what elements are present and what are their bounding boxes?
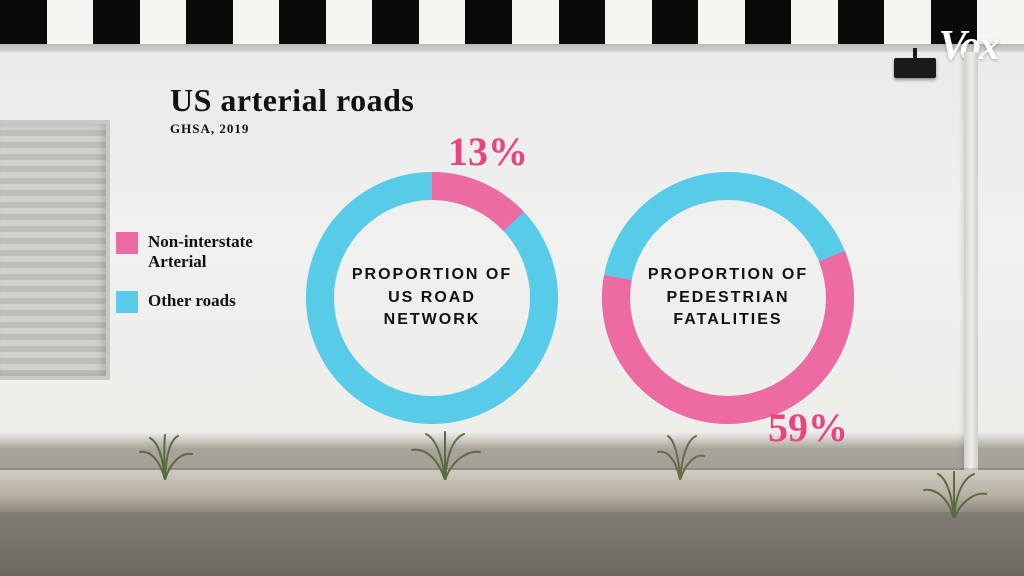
legend-item: Non-interstate Arterial xyxy=(116,232,278,273)
legend-label: Other roads xyxy=(148,291,236,311)
chart-title: US arterial roads xyxy=(170,82,414,119)
percentage-label-right: 59% xyxy=(768,404,848,451)
donut-center-label: PROPORTION OF US ROAD NETWORK xyxy=(306,172,558,424)
legend-swatch xyxy=(116,291,138,313)
garage-door xyxy=(0,120,110,380)
legend-swatch xyxy=(116,232,138,254)
weed-decoration xyxy=(130,430,200,480)
donut-chart-road-network: PROPORTION OF US ROAD NETWORK 13% xyxy=(306,172,558,424)
chart-title-block: US arterial roads GHSA, 2019 xyxy=(170,82,414,137)
scene-container: Vox US arterial roads GHSA, 2019 Non-int… xyxy=(0,0,1024,576)
percentage-label-left: 13% xyxy=(448,128,528,175)
legend: Non-interstate Arterial Other roads xyxy=(116,232,278,331)
legend-label: Non-interstate Arterial xyxy=(148,232,278,273)
weed-decoration xyxy=(650,430,710,480)
donut-chart-pedestrian-fatalities: PROPORTION OF PEDESTRIAN FATALITIES 59% xyxy=(602,172,854,424)
roof-edge xyxy=(0,44,1024,52)
weed-decoration xyxy=(914,468,994,518)
downpipe xyxy=(964,52,978,482)
legend-item: Other roads xyxy=(116,291,278,313)
pavement xyxy=(0,512,1024,576)
wall-light-fixture xyxy=(894,58,936,78)
chart-subtitle: GHSA, 2019 xyxy=(170,121,414,137)
donut-center-label: PROPORTION OF PEDESTRIAN FATALITIES xyxy=(602,172,854,424)
weed-decoration xyxy=(400,430,490,480)
checker-strip xyxy=(0,0,1024,44)
